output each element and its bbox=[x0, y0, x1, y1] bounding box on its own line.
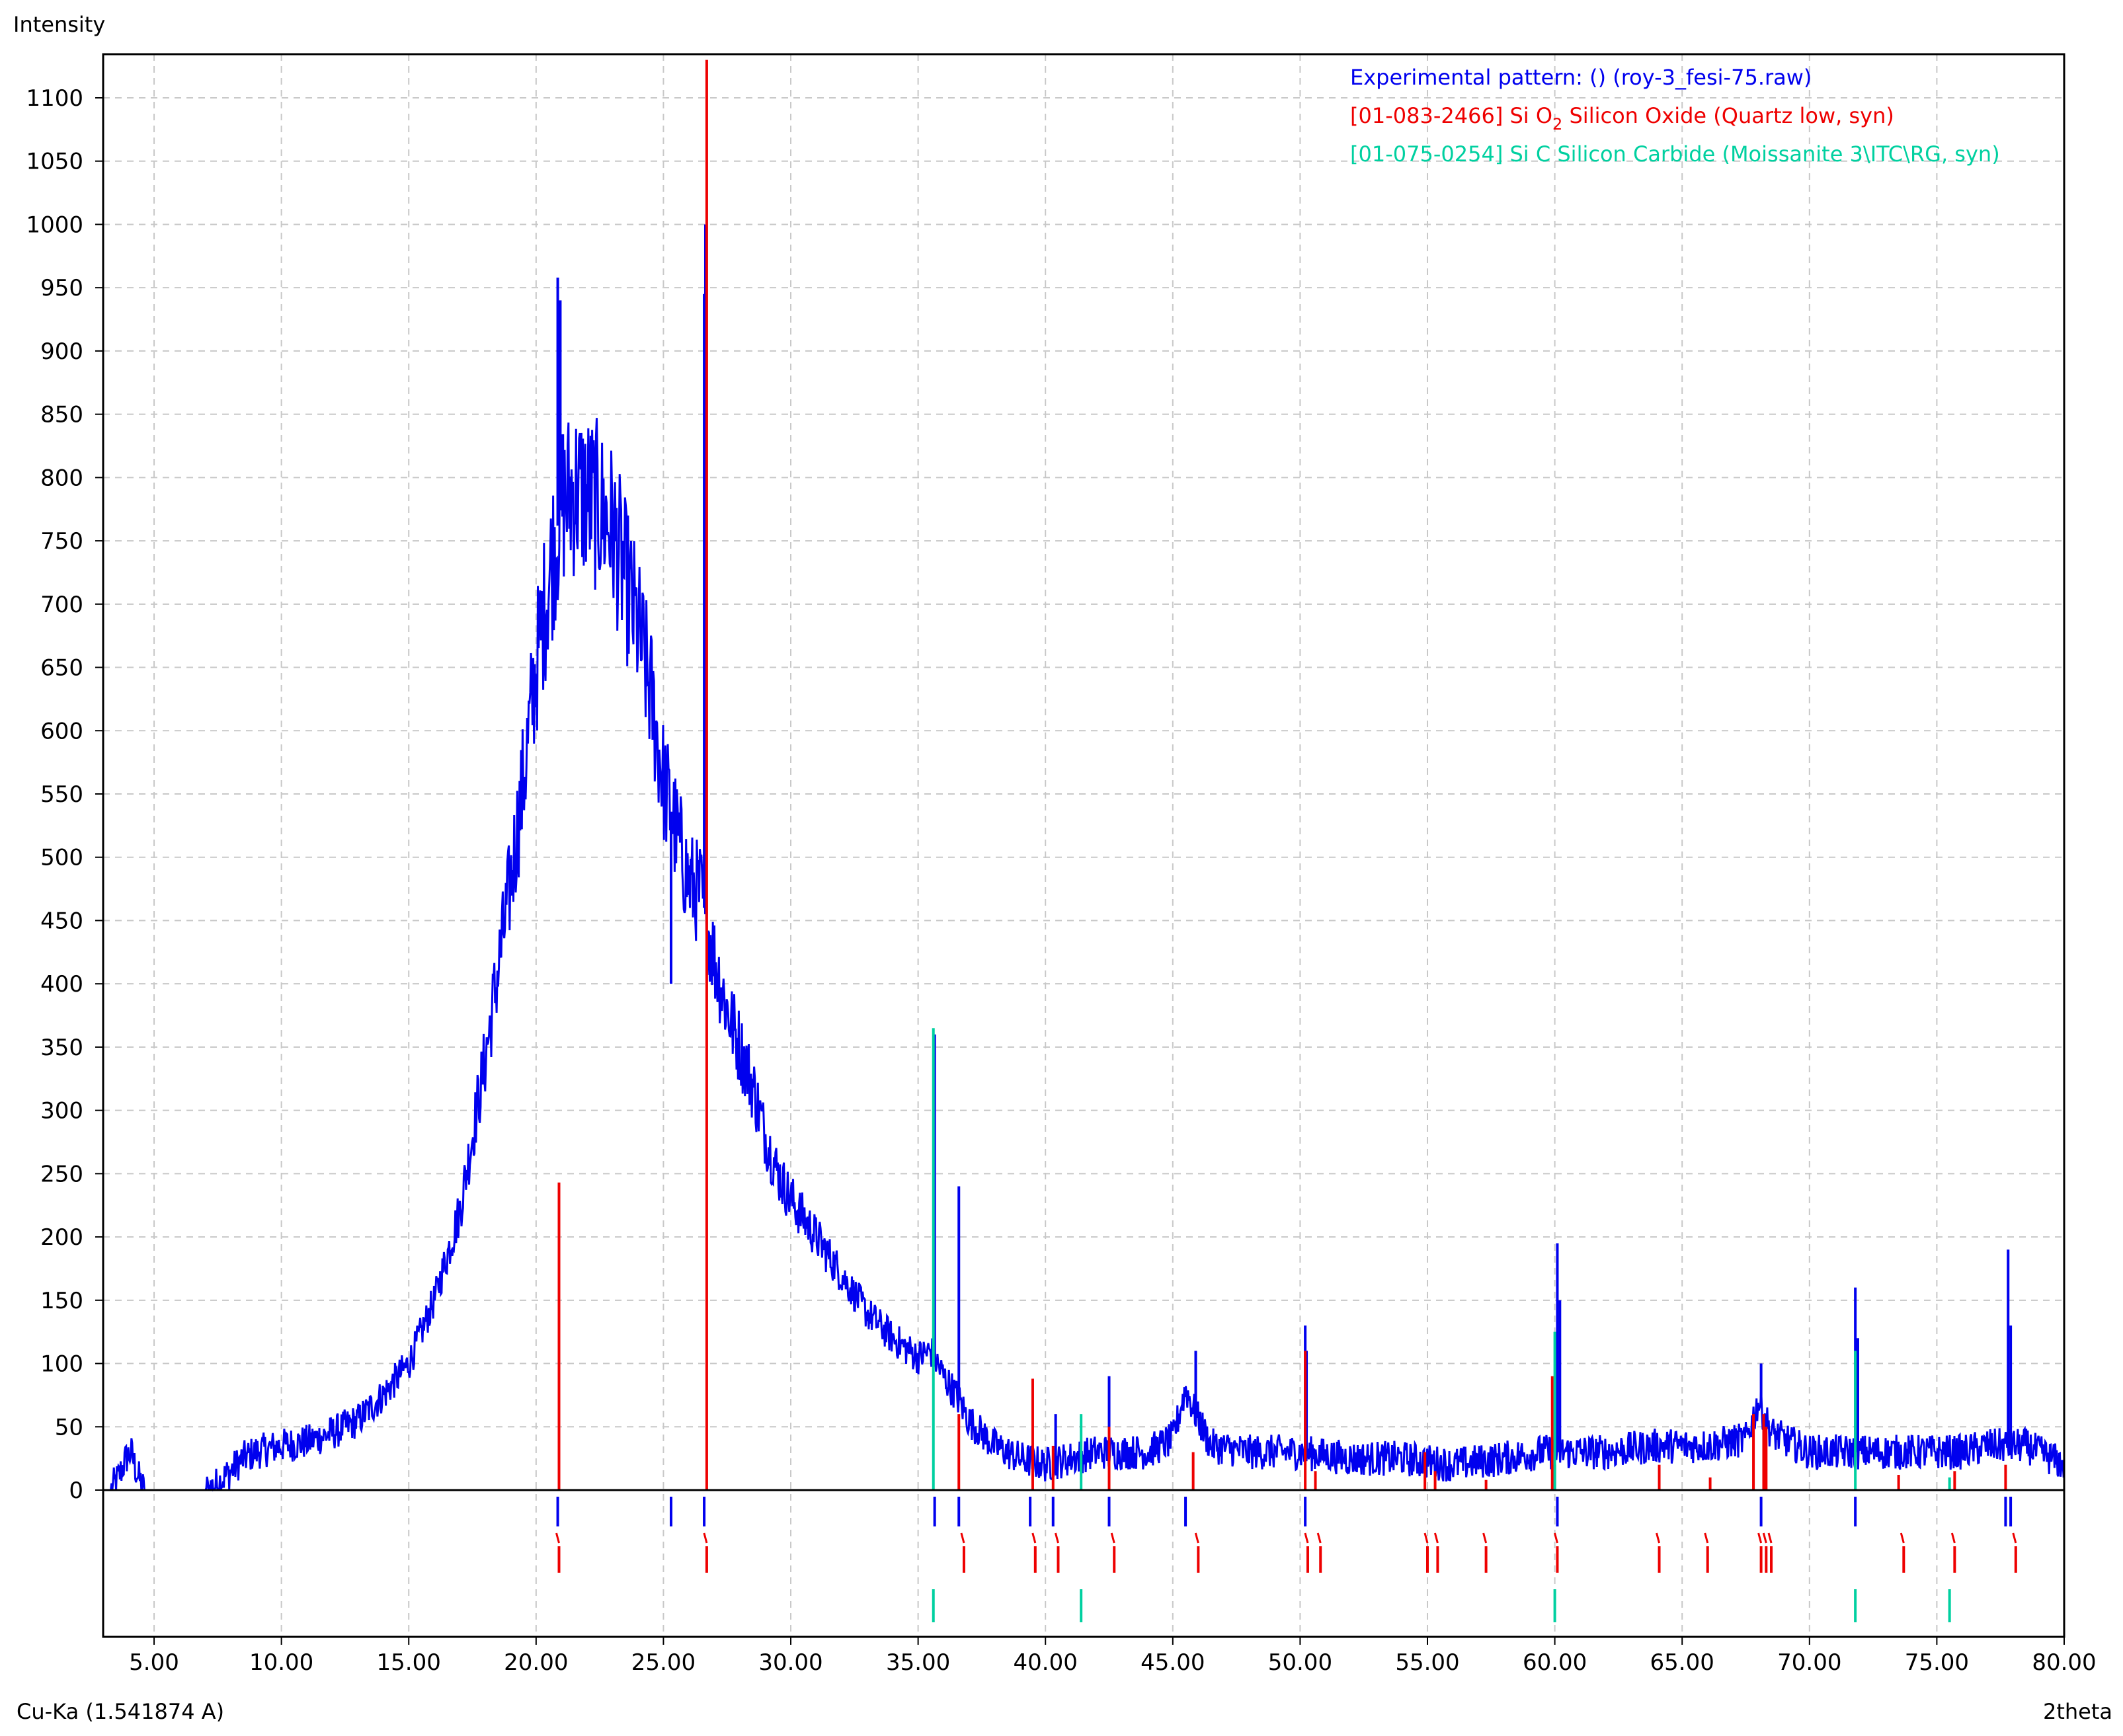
y-tick-label: 800 bbox=[40, 465, 83, 491]
legend-entry-quartz: [01-083-2466] Si O2 Silicon Oxide (Quart… bbox=[1350, 103, 1894, 134]
x-tick-label: 15.00 bbox=[377, 1649, 441, 1676]
x-tick-label: 70.00 bbox=[1777, 1649, 1841, 1676]
quartz-position-connector bbox=[1656, 1532, 1660, 1544]
legend-quartz-text-b: Silicon Oxide (Quartz low, syn) bbox=[1562, 103, 1894, 128]
quartz-position-connector bbox=[1900, 1532, 1905, 1544]
x-tick-label: 65.00 bbox=[1650, 1649, 1714, 1676]
y-tick-label: 700 bbox=[40, 592, 83, 618]
legend-quartz-text-a: [01-083-2466] Si O bbox=[1350, 103, 1552, 128]
y-tick-label: 1100 bbox=[26, 85, 83, 112]
y-tick-label: 0 bbox=[69, 1478, 83, 1504]
quartz-position-connector bbox=[1304, 1532, 1309, 1544]
quartz-position-connector bbox=[960, 1532, 965, 1544]
x-tick-label: 5.00 bbox=[129, 1649, 179, 1676]
legend-entry-moissanite: [01-075-0254] Si C Silicon Carbide (Mois… bbox=[1350, 141, 2000, 167]
legend-quartz-subscript: 2 bbox=[1552, 115, 1562, 134]
y-tick-label: 950 bbox=[40, 275, 83, 301]
x-tick-label: 55.00 bbox=[1395, 1649, 1459, 1676]
plot-frame bbox=[102, 53, 2065, 1638]
legend-entry-experimental: Experimental pattern: () (roy-3_fesi-75.… bbox=[1350, 65, 1812, 90]
y-tick-label: 450 bbox=[40, 908, 83, 934]
y-tick-label: 850 bbox=[40, 402, 83, 428]
x-tick-label: 40.00 bbox=[1014, 1649, 1078, 1676]
y-tick-label: 150 bbox=[40, 1288, 83, 1314]
y-tick-label: 1000 bbox=[26, 212, 83, 238]
quartz-position-connector bbox=[1762, 1532, 1767, 1544]
x-tick-label: 35.00 bbox=[886, 1649, 950, 1676]
y-tick-label: 400 bbox=[40, 971, 83, 998]
x-axis-title: 2theta bbox=[2043, 1699, 2112, 1724]
y-tick-label: 50 bbox=[55, 1414, 83, 1440]
x-tick-label: 60.00 bbox=[1523, 1649, 1587, 1676]
quartz-position-connector bbox=[555, 1532, 560, 1544]
quartz-position-connector bbox=[1433, 1532, 1439, 1544]
y-tick-label: 500 bbox=[40, 845, 83, 871]
y-tick-label: 250 bbox=[40, 1161, 83, 1187]
peak-position-markers bbox=[555, 1497, 2017, 1622]
y-tick-label: 300 bbox=[40, 1098, 83, 1124]
quartz-position-connector bbox=[1423, 1532, 1429, 1544]
quartz-position-connector bbox=[1554, 1532, 1558, 1544]
x-tick-label: 75.00 bbox=[1905, 1649, 1969, 1676]
y-tick-label: 600 bbox=[40, 718, 83, 744]
quartz-position-connector bbox=[1950, 1532, 1956, 1544]
quartz-position-connector bbox=[1482, 1532, 1488, 1544]
quartz-position-connector bbox=[2012, 1532, 2017, 1544]
legend: Experimental pattern: () (roy-3_fesi-75.… bbox=[1350, 65, 2000, 167]
quartz-position-connector bbox=[1757, 1532, 1763, 1544]
y-tick-label: 550 bbox=[40, 781, 83, 808]
quartz-position-connector bbox=[1704, 1532, 1709, 1544]
y-tick-label: 750 bbox=[40, 528, 83, 555]
y-tick-label: 200 bbox=[40, 1224, 83, 1251]
x-tick-label: 20.00 bbox=[504, 1649, 568, 1676]
y-tick-label: 1050 bbox=[26, 149, 83, 175]
quartz-position-connector bbox=[703, 1532, 708, 1544]
quartz-position-connector bbox=[1767, 1532, 1773, 1544]
x-tick-label: 50.00 bbox=[1268, 1649, 1332, 1676]
quartz-position-connector bbox=[1031, 1532, 1037, 1544]
x-tick-label: 10.00 bbox=[249, 1649, 313, 1676]
quartz-position-connector bbox=[1194, 1532, 1199, 1544]
experimental-pattern-line bbox=[110, 418, 2065, 1492]
axis-ticks: 5.00 10.00 15.00 20.00 25.00 30.00 35.00 40.00 4… bbox=[26, 85, 2096, 1676]
x-tick-label: 30.00 bbox=[758, 1649, 822, 1676]
y-tick-label: 650 bbox=[40, 655, 83, 682]
reference-lines bbox=[557, 59, 2007, 1490]
y-tick-label: 900 bbox=[40, 338, 83, 365]
quartz-position-connector bbox=[1316, 1532, 1322, 1544]
x-tick-label: 45.00 bbox=[1141, 1649, 1205, 1676]
quartz-position-connector bbox=[1055, 1532, 1059, 1544]
quartz-position-connector bbox=[1110, 1532, 1115, 1544]
y-axis-title: Intensity bbox=[13, 12, 105, 37]
y-tick-label: 350 bbox=[40, 1035, 83, 1061]
x-tick-label: 25.00 bbox=[631, 1649, 696, 1676]
wavelength-label: Cu-Ka (1.541874 A) bbox=[17, 1699, 224, 1724]
x-tick-label: 80.00 bbox=[2032, 1649, 2096, 1676]
y-tick-label: 100 bbox=[40, 1351, 83, 1378]
